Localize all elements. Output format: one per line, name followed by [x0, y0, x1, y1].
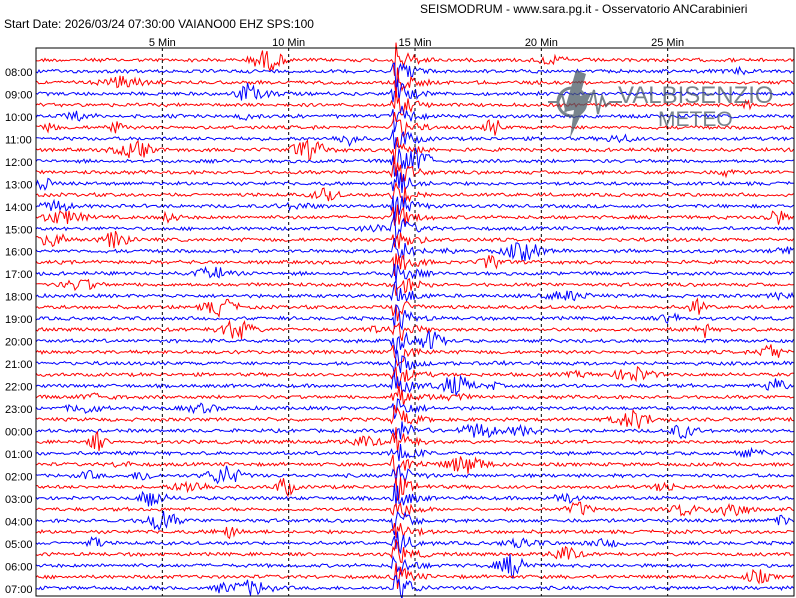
- valbisenzio-meteo-logo: VALBISENZIO METEO: [540, 64, 774, 154]
- minute-label: 15 Min: [398, 37, 431, 49]
- hour-label: 08:00: [5, 67, 33, 79]
- logo-text-line2: METEO: [658, 108, 733, 131]
- trace-line-red: [35, 278, 794, 296]
- trace-line-red: [35, 427, 794, 453]
- hour-label: 02:00: [5, 471, 33, 483]
- hour-label: 19:00: [5, 314, 33, 326]
- header-title: SEISMODRUM - www.sara.pg.it - Osservator…: [420, 2, 748, 16]
- hour-label: 23:00: [5, 404, 33, 416]
- hour-label: 03:00: [5, 494, 33, 506]
- trace-line-blue: [35, 170, 794, 194]
- hour-label: 22:00: [5, 382, 33, 394]
- plot-frame: [35, 47, 795, 597]
- hour-label: 01:00: [5, 449, 33, 461]
- trace-line-blue: [35, 483, 794, 507]
- hour-label: 16:00: [5, 247, 33, 259]
- hour-label: 10:00: [5, 112, 33, 124]
- logo-text-line1: VALBISENZIO: [618, 82, 774, 109]
- hour-label: 17:00: [5, 269, 33, 281]
- trace-line-red: [35, 253, 794, 277]
- hour-label: 00:00: [5, 426, 33, 438]
- hour-label: 05:00: [5, 539, 33, 551]
- hour-label: 04:00: [5, 516, 33, 528]
- hour-label: 18:00: [5, 292, 33, 304]
- hour-label: 13:00: [5, 179, 33, 191]
- minute-label: 5 Min: [149, 37, 176, 49]
- hour-label: 07:00: [5, 584, 33, 596]
- trace-line-blue: [35, 263, 794, 283]
- hour-label: 09:00: [5, 89, 33, 101]
- hour-label: 15:00: [5, 224, 33, 236]
- trace-line-red: [35, 344, 794, 367]
- lightning-logo-icon: [548, 70, 622, 138]
- hour-label: 06:00: [5, 561, 33, 573]
- start-date-info: Start Date: 2026/03/24 07:30:00 VAIANO00…: [4, 17, 314, 31]
- hour-axis-labels: 08:00 09:00 10:00 11:00 12:00 13:00 14:00 15:00…: [5, 67, 33, 596]
- minute-label: 10 Min: [272, 37, 305, 49]
- hour-label: 14:00: [5, 202, 33, 214]
- trace-line-blue: [35, 421, 794, 440]
- hour-label: 21:00: [5, 359, 33, 371]
- minute-axis-labels: 5 Min 10 Min 15 Min 20 Min 25 Min: [149, 37, 684, 49]
- minute-label: 25 Min: [651, 37, 684, 49]
- trace-line-red: [35, 42, 794, 76]
- hour-label: 11:00: [5, 134, 32, 146]
- hour-label: 20:00: [5, 337, 33, 349]
- minute-label: 20 Min: [525, 37, 558, 49]
- hour-label: 12:00: [5, 157, 33, 169]
